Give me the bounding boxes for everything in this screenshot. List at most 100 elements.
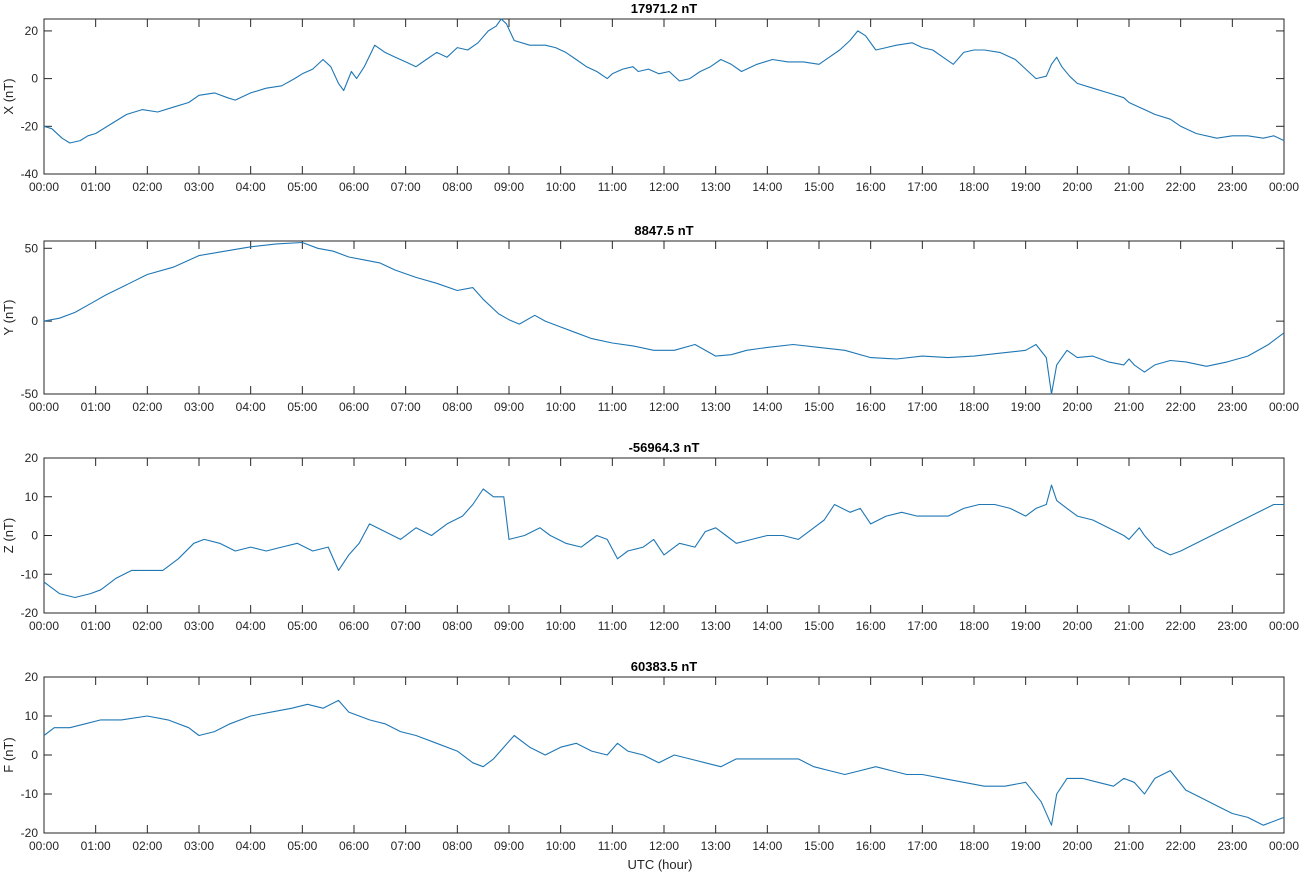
y-tick-label: -50: [21, 387, 39, 401]
x-tick-label: 12:00: [649, 839, 679, 853]
x-tick-label: 19:00: [1011, 400, 1041, 414]
chart-panel-3: 00:00 01:00 02:00 03:00 04:00 05:00 06:00 07:00…: [1, 440, 1299, 633]
x-tick-label: 12:00: [649, 619, 679, 633]
x-tick-label: 10:00: [546, 619, 576, 633]
y-tick-label: 10: [25, 709, 39, 723]
x-tick-label: 17:00: [907, 180, 937, 194]
x-tick-label: 13:00: [701, 400, 731, 414]
x-tick-label: 00:00: [29, 180, 59, 194]
y-tick-label: 0: [31, 529, 38, 543]
x-tick-label: 16:00: [856, 180, 886, 194]
x-tick-label: 15:00: [804, 400, 834, 414]
x-tick-label: 02:00: [132, 180, 162, 194]
x-tick-label: 04:00: [236, 180, 266, 194]
panel-title: -56964.3 nT: [629, 440, 700, 455]
x-tick-label: 08:00: [442, 619, 472, 633]
x-tick-label: 05:00: [287, 619, 317, 633]
plot-frame: [43, 676, 1285, 834]
x-tick-label: 01:00: [81, 839, 111, 853]
y-tick-label: -20: [21, 606, 39, 620]
x-tick-label: 21:00: [1114, 400, 1144, 414]
x-tick-label: 20:00: [1062, 839, 1092, 853]
y-axis-label: Z (nT): [1, 518, 16, 553]
x-tick-label: 21:00: [1114, 619, 1144, 633]
x-tick-label: 20:00: [1062, 180, 1092, 194]
chart-panel-4: 00:00 01:00 02:00 03:00 04:00 05:00 06:00 07:00…: [1, 659, 1299, 853]
x-tick-label: 14:00: [752, 400, 782, 414]
panels: 00:00 01:00 02:00 03:00 04:00 05:00 06:00 07:00…: [1, 1, 1299, 853]
x-tick-label: 23:00: [1217, 400, 1247, 414]
x-tick-label: 05:00: [287, 400, 317, 414]
x-tick-label: 10:00: [546, 400, 576, 414]
y-tick-label: 20: [25, 451, 39, 465]
y-tick-label: 0: [31, 314, 38, 328]
y-axis-label: F (nT): [1, 737, 16, 772]
x-tick-label: 03:00: [184, 619, 214, 633]
x-tick-label: 00:00: [1269, 400, 1299, 414]
y-tick-label: -40: [21, 167, 39, 181]
x-tick-label: 11:00: [598, 619, 627, 633]
x-tick-label: 03:00: [184, 839, 214, 853]
panel-title: 60383.5 nT: [631, 659, 698, 674]
x-tick-label: 07:00: [391, 400, 421, 414]
y-tick-label: -20: [21, 119, 39, 133]
x-tick-label: 18:00: [959, 619, 989, 633]
x-tick-label: 07:00: [391, 180, 421, 194]
x-tick-label: 12:00: [649, 400, 679, 414]
x-tick-label: 05:00: [287, 180, 317, 194]
plot-frame: [43, 240, 1285, 395]
x-tick-label: 00:00: [29, 619, 59, 633]
x-tick-label: 06:00: [339, 619, 369, 633]
x-tick-label: 09:00: [494, 400, 524, 414]
x-tick-label: 21:00: [1114, 180, 1144, 194]
x-tick-label: 03:00: [184, 400, 214, 414]
x-tick-label: 01:00: [81, 619, 111, 633]
x-tick-label: 16:00: [856, 839, 886, 853]
x-tick-label: 09:00: [494, 619, 524, 633]
x-tick-label: 03:00: [184, 180, 214, 194]
x-tick-label: 08:00: [442, 400, 472, 414]
x-axis-label: UTC (hour): [627, 857, 692, 872]
series-line-1: [43, 241, 1285, 395]
x-tick-label: 16:00: [856, 400, 886, 414]
x-tick-label: 14:00: [752, 619, 782, 633]
x-tick-label: 09:00: [494, 839, 524, 853]
x-tick-label: 00:00: [1269, 180, 1299, 194]
x-tick-label: 06:00: [339, 839, 369, 853]
x-tick-label: 11:00: [598, 180, 627, 194]
y-tick-label: 20: [25, 670, 39, 684]
x-tick-label: 04:00: [236, 839, 266, 853]
x-tick-label: 10:00: [546, 180, 576, 194]
series-line-1: [43, 484, 1284, 599]
panel-title: 17971.2 nT: [631, 1, 698, 16]
chart-panel-1: 00:00 01:00 02:00 03:00 04:00 05:00 06:00 07:00…: [1, 1, 1299, 194]
x-tick-label: 17:00: [907, 839, 937, 853]
x-tick-label: 13:00: [701, 180, 731, 194]
x-tick-label: 14:00: [752, 839, 782, 853]
x-tick-label: 05:00: [287, 839, 317, 853]
x-tick-label: 06:00: [339, 180, 369, 194]
x-tick-label: 07:00: [391, 839, 421, 853]
x-tick-label: 01:00: [81, 180, 111, 194]
plot-frame: [43, 18, 1285, 175]
x-tick-label: 07:00: [391, 619, 421, 633]
x-tick-label: 02:00: [132, 400, 162, 414]
x-tick-label: 00:00: [29, 839, 59, 853]
x-tick-label: 15:00: [804, 839, 834, 853]
y-tick-label: 0: [31, 72, 38, 86]
x-tick-label: 17:00: [907, 619, 937, 633]
x-tick-label: 17:00: [907, 400, 937, 414]
y-tick-label: 20: [25, 24, 39, 38]
x-tick-label: 18:00: [959, 839, 989, 853]
x-tick-label: 00:00: [29, 400, 59, 414]
x-tick-label: 19:00: [1011, 619, 1041, 633]
x-tick-label: 22:00: [1166, 400, 1196, 414]
x-tick-label: 20:00: [1062, 400, 1092, 414]
x-tick-label: 04:00: [236, 400, 266, 414]
x-tick-label: 19:00: [1011, 180, 1041, 194]
series-line-1: [43, 699, 1285, 826]
x-tick-label: 15:00: [804, 619, 834, 633]
y-axis-label: Y (nT): [1, 300, 16, 336]
plot-frame: [43, 457, 1285, 614]
